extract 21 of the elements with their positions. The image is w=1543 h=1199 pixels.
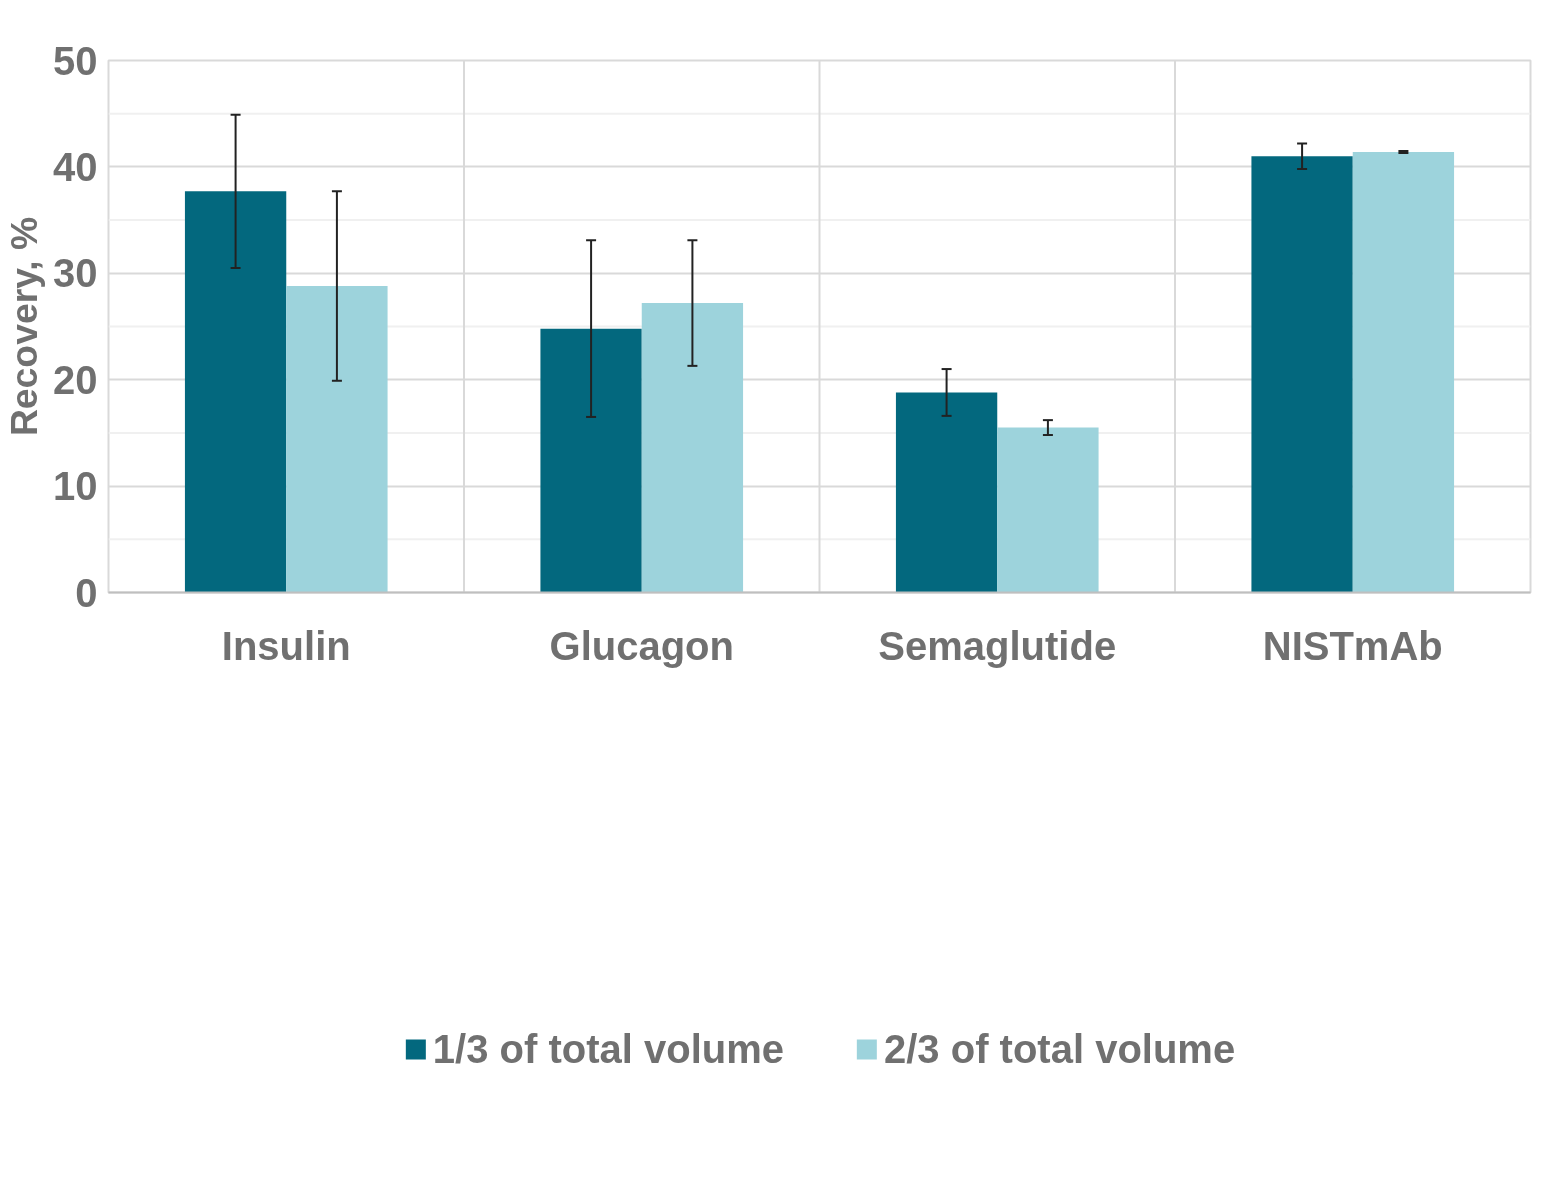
bar bbox=[184, 191, 287, 593]
bar bbox=[1251, 156, 1353, 593]
y-tick-label: 30 bbox=[53, 251, 98, 296]
legend-label: 1/3 of total volume bbox=[432, 1026, 784, 1072]
bar bbox=[1352, 152, 1455, 593]
y-tick-label: 10 bbox=[53, 464, 98, 509]
y-tick-label: 20 bbox=[53, 357, 98, 402]
y-axis-title: Recovery, % bbox=[3, 216, 46, 437]
bar bbox=[895, 392, 998, 593]
x-tick-label: NISTmAb bbox=[1262, 623, 1443, 668]
x-tick-label: Semaglutide bbox=[878, 623, 1117, 668]
bar bbox=[641, 303, 744, 593]
bar bbox=[997, 427, 1099, 593]
y-tick-label: 40 bbox=[53, 144, 98, 189]
bar bbox=[540, 328, 642, 593]
y-tick-label: 50 bbox=[53, 38, 98, 83]
x-tick-label: Glucagon bbox=[549, 623, 734, 668]
bar bbox=[286, 286, 388, 593]
legend-label: 2/3 of total volume bbox=[884, 1026, 1236, 1072]
y-tick-label: 0 bbox=[75, 570, 98, 615]
x-tick-label: Insulin bbox=[221, 623, 351, 668]
